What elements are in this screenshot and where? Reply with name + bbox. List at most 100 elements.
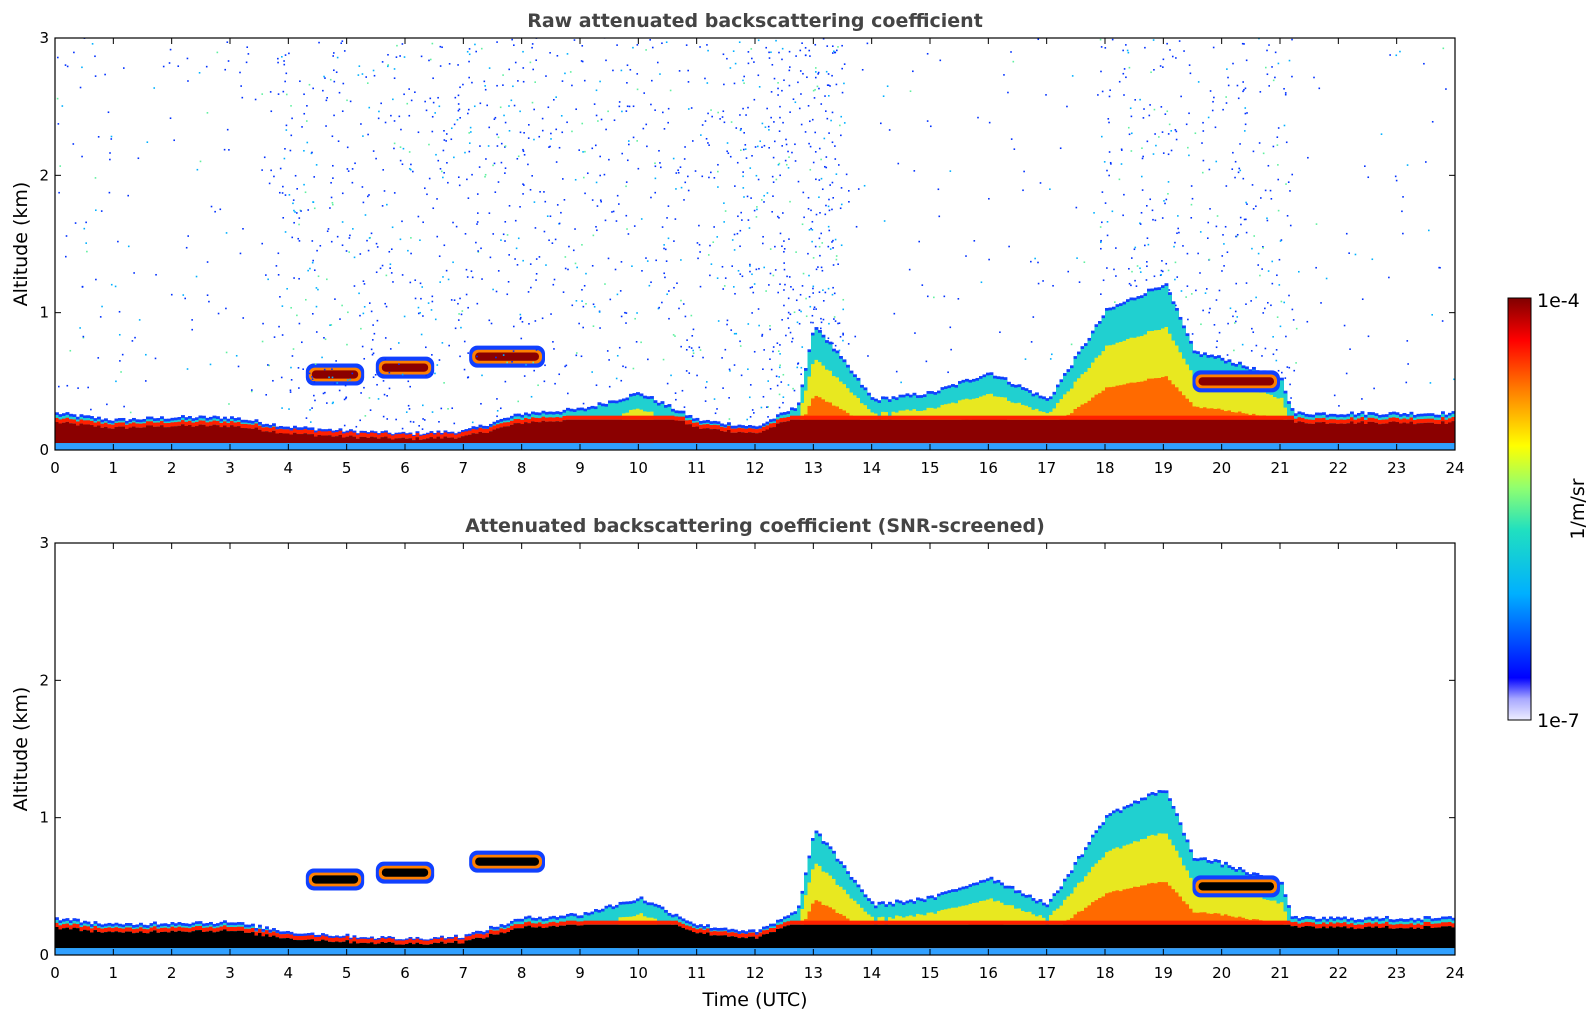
noise-speck: [453, 156, 455, 159]
core-edge: [1430, 418, 1435, 423]
core-layer: [681, 420, 686, 444]
surface-layer: [216, 443, 220, 450]
noise-speck: [343, 398, 346, 401]
noise-speck: [1427, 229, 1430, 232]
noise-speck: [522, 150, 525, 153]
noise-speck: [324, 391, 326, 394]
surface-layer: [1255, 443, 1260, 450]
surface-layer: [212, 948, 217, 955]
core-edge: [132, 422, 136, 427]
surface-layer: [891, 443, 896, 450]
noise-speck: [742, 148, 745, 151]
core-edge: [401, 433, 406, 438]
noise-speck: [87, 386, 89, 389]
noise-speck: [824, 95, 826, 97]
core-layer: [1231, 419, 1235, 444]
surface-layer: [1136, 443, 1141, 450]
core-layer: [114, 427, 119, 444]
core-edge: [797, 415, 801, 420]
surface-layer: [321, 443, 325, 450]
noise-speck: [1348, 252, 1350, 254]
core-layer: [1332, 423, 1337, 444]
noise-speck: [206, 112, 209, 114]
noise-speck: [698, 346, 701, 349]
surface-layer: [1248, 443, 1253, 450]
noise-speck: [368, 397, 371, 399]
noise-speck: [185, 246, 188, 249]
noise-speck: [690, 107, 693, 109]
noise-speck: [407, 249, 409, 252]
core-edge: [1217, 415, 1221, 420]
core-edge: [121, 422, 126, 427]
core-edge: [160, 927, 164, 933]
core-edge: [1206, 415, 1211, 420]
noise-speck: [330, 196, 333, 199]
noise-speck: [1100, 135, 1103, 138]
core-layer: [184, 425, 189, 444]
noise-speck: [1108, 95, 1111, 98]
surface-layer: [226, 948, 231, 955]
noise-speck: [779, 353, 781, 355]
core-edge: [209, 926, 213, 931]
noise-speck: [398, 115, 401, 118]
noise-speck: [82, 335, 85, 338]
noise-speck: [772, 274, 775, 277]
noise-speck: [824, 291, 827, 294]
surface-layer: [1332, 443, 1337, 450]
noise-speck: [388, 371, 391, 374]
core-edge: [657, 415, 661, 420]
noise-speck: [807, 207, 810, 210]
noise-speck: [696, 374, 698, 377]
core-edge: [1420, 419, 1424, 424]
noise-speck: [626, 228, 628, 230]
noise-speck: [584, 150, 586, 153]
noise-speck: [339, 318, 341, 320]
core-edge: [254, 423, 259, 428]
noise-speck: [104, 73, 106, 76]
noise-speck: [710, 109, 712, 111]
noise-speck: [721, 116, 724, 118]
noise-speck: [926, 120, 929, 122]
surface-layer: [149, 948, 154, 955]
core-layer: [237, 930, 241, 949]
noise-speck: [645, 49, 647, 51]
core-layer: [996, 419, 1001, 444]
noise-speck: [789, 66, 791, 68]
surface-layer: [121, 443, 126, 450]
noise-speck: [800, 93, 802, 95]
noise-speck: [607, 257, 610, 260]
noise-speck: [665, 33, 667, 35]
surface-layer: [450, 443, 455, 450]
noise-speck: [305, 417, 308, 419]
noise-speck: [581, 122, 584, 125]
noise-speck: [759, 140, 761, 143]
surface-layer: [79, 948, 84, 955]
noise-speck: [513, 44, 515, 47]
noise-speck: [797, 180, 800, 183]
noise-speck: [712, 241, 715, 243]
noise-speck: [684, 181, 687, 184]
surface-layer: [765, 443, 770, 450]
core-edge: [587, 415, 591, 420]
noise-speck: [1252, 208, 1255, 210]
noise-speck: [893, 312, 896, 315]
noise-speck: [288, 52, 290, 55]
noise-speck: [1261, 268, 1263, 270]
noise-speck: [496, 133, 498, 136]
core-layer: [1399, 423, 1403, 444]
noise-speck: [484, 173, 487, 176]
core-layer: [377, 943, 381, 949]
noise-speck: [81, 66, 83, 69]
noise-speck: [535, 349, 538, 351]
noise-speck: [412, 170, 414, 173]
core-layer: [1035, 419, 1039, 444]
noise-speck: [273, 175, 275, 178]
noise-speck: [467, 108, 470, 111]
noise-speck: [888, 129, 891, 131]
noise-speck: [697, 257, 699, 260]
noise-speck: [270, 110, 273, 113]
noise-speck: [592, 234, 595, 237]
noise-speck: [458, 184, 461, 187]
noise-speck: [731, 239, 734, 241]
x-tick-label: 17: [1037, 459, 1056, 477]
